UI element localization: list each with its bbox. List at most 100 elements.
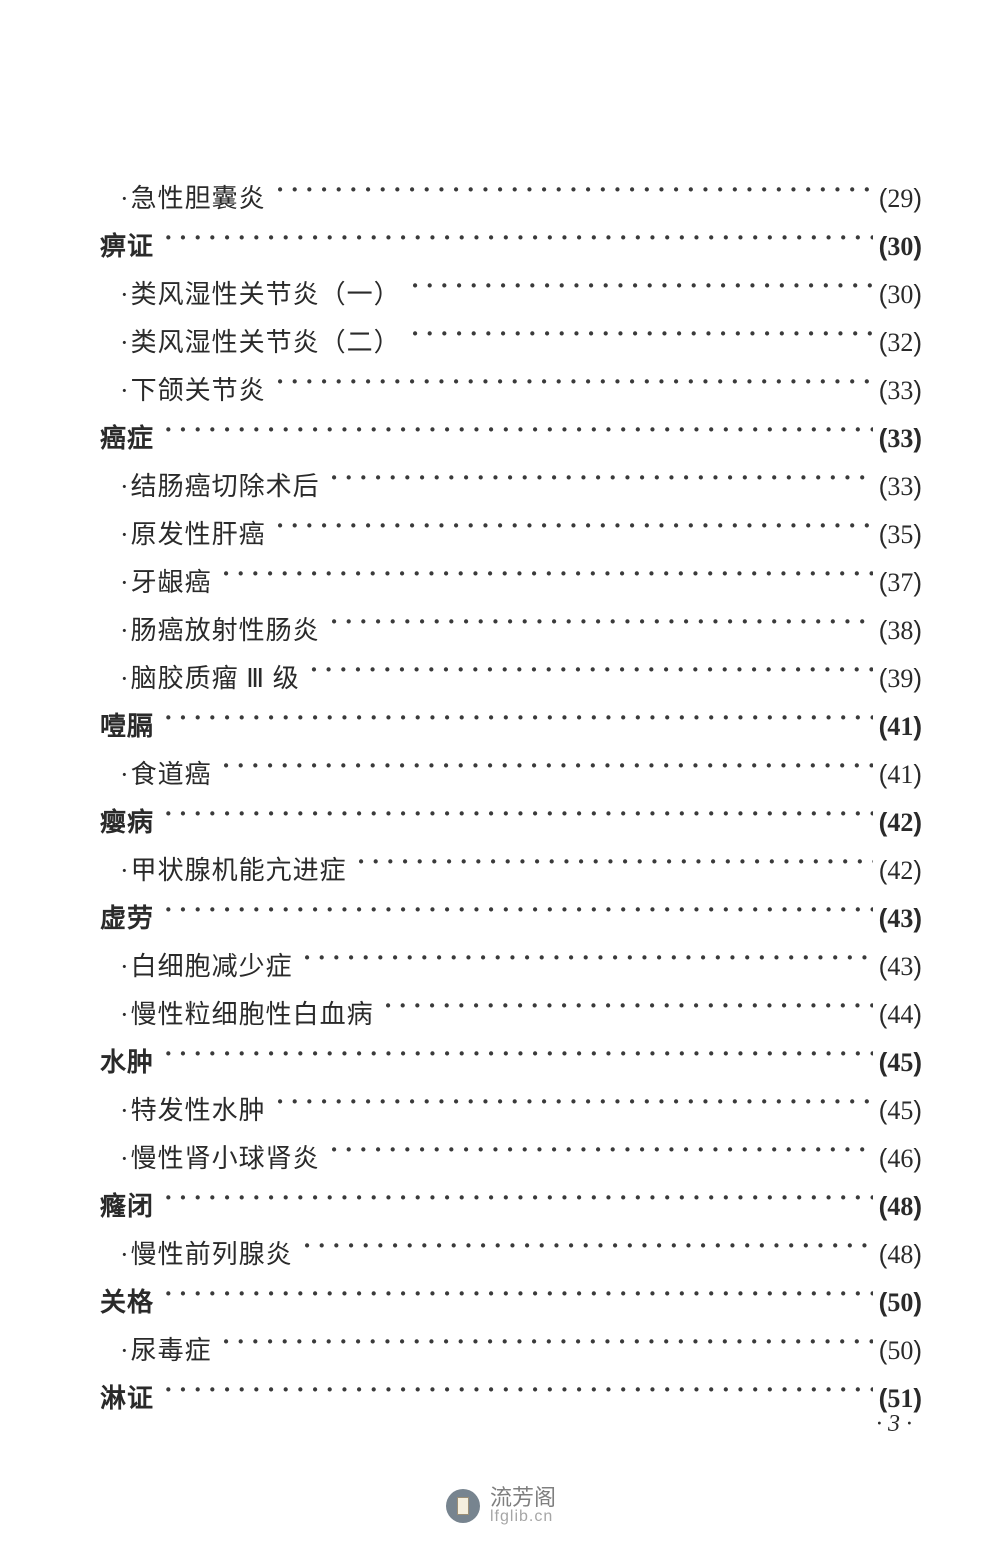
leader-dots — [222, 565, 873, 591]
leader-dots — [164, 1285, 873, 1311]
toc-page-number: 39 — [887, 664, 913, 693]
toc-page-number: 44 — [887, 1000, 913, 1029]
toc-item: ·急性胆囊炎 (29) — [100, 178, 922, 226]
toc-page-number: 32 — [887, 328, 913, 357]
toc-label: 虚劳 — [100, 898, 154, 935]
toc-page-number: 38 — [887, 616, 913, 645]
toc-page-ref: (41) — [879, 711, 922, 742]
toc-item: ·脑胶质瘤 Ⅲ 级 (39) — [100, 658, 922, 706]
bullet-icon: · — [120, 376, 129, 406]
toc-item: ·特发性水肿 (45) — [100, 1090, 922, 1138]
toc-page-ref: (50) — [879, 1335, 922, 1366]
toc-label: 慢性肾小球肾炎 — [131, 1138, 320, 1175]
toc-label: 牙龈癌 — [131, 562, 212, 599]
toc-page-ref: (46) — [879, 1143, 922, 1174]
toc-page-number: 45 — [887, 1048, 913, 1077]
toc-page-number: 45 — [887, 1096, 913, 1125]
toc-item: ·白细胞减少症(43) — [100, 946, 922, 994]
toc-item: ·尿毒症 (50) — [100, 1330, 922, 1378]
toc-page-number: 48 — [887, 1192, 913, 1221]
toc-page-ref: (39) — [879, 663, 922, 694]
toc-page-number: 46 — [887, 1144, 913, 1173]
leader-dots — [164, 229, 873, 255]
leader-dots — [164, 709, 873, 735]
bullet-icon: · — [120, 760, 129, 790]
toc-label: 慢性粒细胞性白血病 — [131, 994, 374, 1031]
toc-item: ·慢性前列腺炎(48) — [100, 1234, 922, 1282]
toc-item: ·类风湿性关节炎（一）(30) — [100, 274, 922, 322]
leader-dots — [164, 901, 873, 927]
watermark-cn: 流芳阁 — [490, 1486, 556, 1509]
toc-label: 急性胆囊炎 — [131, 178, 266, 215]
toc-label: 癌症 — [100, 418, 154, 455]
toc-page-number: 41 — [887, 760, 913, 789]
toc-page-number: 42 — [887, 808, 913, 837]
toc-page-number: 33 — [887, 376, 913, 405]
toc-label: 原发性肝癌 — [131, 514, 266, 551]
toc-page-ref: (41) — [879, 759, 922, 790]
toc-label: 慢性前列腺炎 — [131, 1234, 293, 1271]
toc-page-ref: (45) — [879, 1095, 922, 1126]
toc-label: 类风湿性关节炎（二） — [131, 322, 401, 359]
toc-label: 痹证 — [100, 226, 154, 263]
toc-section: 瘿病(42) — [100, 802, 922, 850]
toc-label: 脑胶质瘤 Ⅲ 级 — [131, 658, 300, 695]
toc-page-ref: (30) — [879, 231, 922, 262]
leader-dots — [303, 949, 873, 975]
leader-dots — [164, 1189, 873, 1215]
bullet-icon: · — [120, 472, 129, 502]
toc-label: 尿毒症 — [131, 1330, 212, 1367]
bullet-icon: · — [120, 952, 129, 982]
bullet-icon: · — [120, 184, 129, 214]
toc-page-ref: (48) — [879, 1239, 922, 1270]
toc-page-number: 43 — [887, 952, 913, 981]
toc-page-number: 43 — [887, 904, 913, 933]
leader-dots — [222, 1333, 873, 1359]
toc-page-ref: (42) — [879, 807, 922, 838]
toc-page-number: 30 — [887, 280, 913, 309]
leader-dots — [411, 325, 873, 351]
leader-dots — [164, 1045, 873, 1071]
toc-page-ref: (44) — [879, 999, 922, 1030]
toc-page-number: 48 — [887, 1240, 913, 1269]
toc-page-ref: (32) — [879, 327, 922, 358]
toc-page-ref: (50) — [879, 1287, 922, 1318]
toc-label: 特发性水肿 — [131, 1090, 266, 1127]
toc-label: 食道癌 — [131, 754, 212, 791]
leader-dots — [384, 997, 873, 1023]
toc-page-ref: (42) — [879, 855, 922, 886]
toc-label: 甲状腺机能亢进症 — [131, 850, 347, 887]
toc-page-ref: (33) — [879, 471, 922, 502]
bullet-icon: · — [120, 1096, 129, 1126]
toc-page-number: 37 — [887, 568, 913, 597]
toc-page-ref: (35) — [879, 519, 922, 550]
toc-label: 癃闭 — [100, 1186, 154, 1223]
toc-page-ref: (29) — [879, 183, 922, 214]
bullet-icon: · — [120, 520, 129, 550]
leader-dots — [330, 469, 873, 495]
bullet-icon: · — [120, 328, 129, 358]
toc-label: 类风湿性关节炎（一） — [131, 274, 401, 311]
leader-dots — [411, 277, 873, 303]
toc-item: ·原发性肝癌 (35) — [100, 514, 922, 562]
bullet-icon: · — [120, 664, 129, 694]
toc-section: 关格(50) — [100, 1282, 922, 1330]
toc-page-number: 35 — [887, 520, 913, 549]
leader-dots — [303, 1237, 873, 1263]
toc-page-number: 33 — [887, 472, 913, 501]
bullet-icon: · — [120, 1336, 129, 1366]
toc-section: 水肿(45) — [100, 1042, 922, 1090]
toc-page-ref: (33) — [879, 375, 922, 406]
toc-page-ref: (43) — [879, 951, 922, 982]
site-watermark: 流芳阁 lfglib.cn — [446, 1486, 556, 1526]
bullet-icon: · — [120, 856, 129, 886]
toc-list: ·急性胆囊炎(29)痹证(30)·类风湿性关节炎（一）(30)·类风湿性关节炎（… — [100, 178, 922, 1426]
toc-label: 肠癌放射性肠炎 — [131, 610, 320, 647]
page-number-footer: · 3 · — [876, 1411, 912, 1438]
watermark-en: lfglib.cn — [490, 1509, 556, 1526]
toc-page-number: 29 — [887, 184, 913, 213]
toc-page-number: 42 — [887, 856, 913, 885]
toc-item: ·甲状腺机能亢进症 (42) — [100, 850, 922, 898]
toc-item: ·类风湿性关节炎（二） (32) — [100, 322, 922, 370]
toc-page-number: 50 — [887, 1288, 913, 1317]
